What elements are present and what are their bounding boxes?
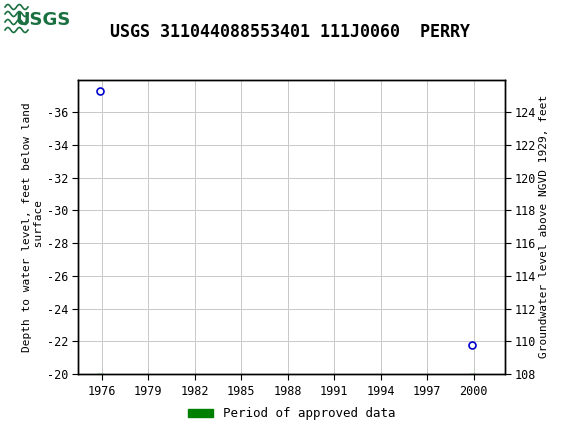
Y-axis label: Groundwater level above NGVD 1929, feet: Groundwater level above NGVD 1929, feet (539, 95, 549, 359)
Text: USGS: USGS (15, 11, 71, 29)
Legend: Period of approved data: Period of approved data (183, 402, 400, 425)
Y-axis label: Depth to water level, feet below land
 surface: Depth to water level, feet below land su… (22, 102, 44, 352)
Text: USGS 311044088553401 111J0060  PERRY: USGS 311044088553401 111J0060 PERRY (110, 23, 470, 41)
Bar (4, 3, 82, 37)
